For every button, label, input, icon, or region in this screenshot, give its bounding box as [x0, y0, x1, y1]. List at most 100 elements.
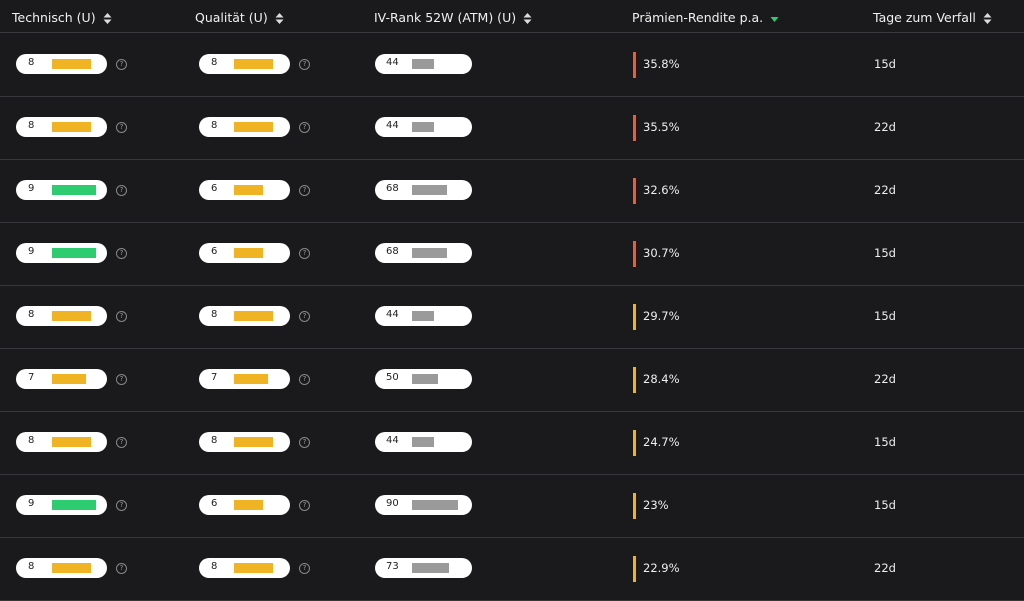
score-value: 8 — [28, 309, 35, 320]
score-bar — [52, 563, 91, 573]
help-icon[interactable]: ? — [299, 248, 310, 259]
days-value: 15d — [874, 435, 896, 449]
score-value: 68 — [386, 246, 399, 257]
score-value: 8 — [211, 561, 218, 572]
score-bar — [412, 59, 435, 69]
score-pill: 8 — [16, 306, 107, 326]
days-value: 15d — [874, 57, 896, 71]
column-header[interactable]: Tage zum Verfall — [873, 10, 992, 25]
score-pill: 73 — [375, 558, 472, 578]
table-row: 9? 6? 90 23% 15d — [0, 474, 1024, 538]
yield-indicator — [633, 556, 636, 582]
table-row: 8? 8? 44 35.5% 22d — [0, 96, 1024, 160]
score-value: 44 — [386, 435, 399, 446]
table-row: 8? 8? 44 35.8% 15d — [0, 33, 1024, 97]
yield-value: 23% — [643, 498, 669, 512]
column-header[interactable]: Technisch (U) — [12, 10, 112, 25]
days-value: 22d — [874, 372, 896, 386]
score-bar — [52, 248, 96, 258]
yield-value: 22.9% — [643, 561, 680, 575]
sort-icon[interactable] — [770, 13, 779, 24]
score-bar — [234, 248, 264, 258]
help-icon[interactable]: ? — [299, 563, 310, 574]
yield-indicator — [633, 430, 636, 456]
score-bar — [412, 437, 435, 447]
help-icon[interactable]: ? — [116, 437, 127, 448]
score-value: 6 — [211, 246, 218, 257]
table-row: 9? 6? 68 32.6% 22d — [0, 159, 1024, 223]
score-pill: 44 — [375, 117, 472, 137]
score-bar — [52, 500, 96, 510]
help-icon[interactable]: ? — [299, 437, 310, 448]
column-header[interactable]: IV-Rank 52W (ATM) (U) — [374, 10, 532, 25]
yield-indicator — [633, 304, 636, 330]
help-icon[interactable]: ? — [116, 311, 127, 322]
score-pill: 8 — [16, 432, 107, 452]
score-bar — [412, 311, 435, 321]
help-icon[interactable]: ? — [116, 122, 127, 133]
column-header[interactable]: Prämien-Rendite p.a. — [632, 10, 779, 25]
yield-indicator — [633, 493, 636, 519]
table-row: 9? 6? 68 30.7% 15d — [0, 222, 1024, 286]
table-header: Technisch (U) Qualität (U) IV-Rank 52W (AT… — [0, 0, 1024, 33]
help-icon[interactable]: ? — [299, 500, 310, 511]
score-value: 6 — [211, 183, 218, 194]
yield-value: 28.4% — [643, 372, 680, 386]
score-value: 44 — [386, 57, 399, 68]
score-bar — [52, 59, 91, 69]
days-value: 15d — [874, 309, 896, 323]
yield-indicator — [633, 115, 636, 141]
yield-value: 32.6% — [643, 183, 680, 197]
days-value: 15d — [874, 246, 896, 260]
score-pill: 8 — [199, 432, 290, 452]
header-text: Technisch (U) — [12, 10, 96, 25]
score-value: 73 — [386, 561, 399, 572]
help-icon[interactable]: ? — [299, 374, 310, 385]
score-bar — [412, 185, 447, 195]
sort-icon[interactable] — [983, 13, 992, 24]
score-value: 7 — [211, 372, 218, 383]
header-text: Qualität (U) — [195, 10, 268, 25]
score-pill: 44 — [375, 306, 472, 326]
score-pill: 68 — [375, 243, 472, 263]
help-icon[interactable]: ? — [116, 563, 127, 574]
score-value: 44 — [386, 309, 399, 320]
help-icon[interactable]: ? — [299, 122, 310, 133]
help-icon[interactable]: ? — [116, 248, 127, 259]
score-pill: 50 — [375, 369, 472, 389]
score-pill: 90 — [375, 495, 472, 515]
score-pill: 9 — [16, 243, 107, 263]
days-value: 15d — [874, 498, 896, 512]
sort-icon[interactable] — [523, 13, 532, 24]
score-bar — [234, 122, 273, 132]
score-bar — [234, 500, 264, 510]
score-bar — [412, 374, 438, 384]
score-pill: 8 — [199, 306, 290, 326]
help-icon[interactable]: ? — [299, 185, 310, 196]
help-icon[interactable]: ? — [116, 185, 127, 196]
table-row: 8? 8? 44 29.7% 15d — [0, 285, 1024, 349]
column-header[interactable]: Qualität (U) — [195, 10, 284, 25]
score-bar — [412, 500, 458, 510]
sort-icon[interactable] — [103, 13, 112, 24]
score-pill: 9 — [16, 495, 107, 515]
score-pill: 6 — [199, 495, 290, 515]
help-icon[interactable]: ? — [116, 59, 127, 70]
score-value: 9 — [28, 498, 35, 509]
help-icon[interactable]: ? — [299, 59, 310, 70]
score-pill: 68 — [375, 180, 472, 200]
sort-icon[interactable] — [275, 13, 284, 24]
help-icon[interactable]: ? — [299, 311, 310, 322]
help-icon[interactable]: ? — [116, 374, 127, 385]
score-bar — [52, 437, 91, 447]
score-bar — [52, 374, 86, 384]
score-pill: 8 — [16, 54, 107, 74]
table-row: 8? 8? 44 24.7% 15d — [0, 411, 1024, 475]
help-icon[interactable]: ? — [116, 500, 127, 511]
score-bar — [234, 437, 273, 447]
score-value: 9 — [28, 183, 35, 194]
score-bar — [234, 311, 273, 321]
days-value: 22d — [874, 561, 896, 575]
score-pill: 8 — [16, 117, 107, 137]
